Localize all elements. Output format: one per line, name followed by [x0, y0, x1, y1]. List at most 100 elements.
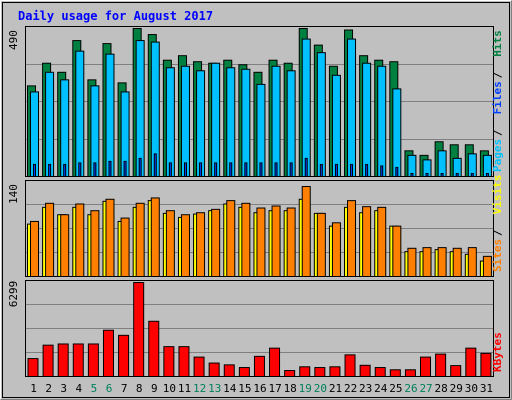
x-axis-day-labels: 1 2 3 4 5 6 7 8 9 10 11 12 13 14 15 16 17 18 19 20 21 22 23 24 2…	[30, 382, 493, 395]
legend-separator: /	[491, 71, 504, 78]
bar-kbytes	[465, 347, 477, 378]
bar-sites	[226, 200, 236, 277]
bar-sites	[331, 222, 341, 278]
bar-sites	[180, 214, 190, 278]
x-tick-label: 12	[193, 382, 206, 395]
bar-files	[271, 65, 281, 177]
bar-pages	[168, 162, 172, 177]
bar-pages	[138, 157, 142, 177]
bar-files	[331, 74, 341, 177]
bar-pages	[425, 172, 429, 178]
x-tick-label: 27	[419, 382, 432, 395]
x-tick-label: 14	[223, 382, 237, 395]
bar-files	[347, 38, 357, 178]
bar-kbytes	[420, 356, 432, 378]
bar-sites	[30, 220, 39, 277]
x-tick-label: 11	[178, 382, 191, 395]
bar-sites	[301, 186, 311, 277]
bar-kbytes	[284, 370, 296, 377]
bar-pages	[350, 163, 354, 177]
bar-pages	[410, 172, 414, 178]
bar-sites	[60, 214, 70, 278]
x-tick-label: 23	[359, 382, 372, 395]
bar-files	[301, 38, 311, 178]
bar-pages	[289, 162, 293, 177]
x-tick-label: 10	[163, 382, 176, 395]
bar-files	[226, 67, 236, 177]
x-tick-label: 20	[314, 382, 327, 395]
x-tick-label: 16	[253, 382, 266, 395]
bar-kbytes	[148, 320, 160, 377]
bar-pages	[123, 160, 127, 178]
legend-separator: /	[491, 229, 504, 236]
bar-kbytes	[72, 343, 84, 378]
bar-kbytes	[42, 344, 54, 377]
bar-kbytes	[404, 369, 416, 377]
bar-files	[135, 40, 145, 177]
legend-sites: Sites	[491, 239, 504, 272]
x-tick-label: 26	[404, 382, 417, 395]
bar-sites	[377, 206, 387, 277]
x-tick-label: 6	[106, 382, 113, 395]
bar-pages	[440, 172, 444, 178]
bar-kbytes	[314, 367, 326, 378]
legend-hits: Hits	[491, 30, 504, 57]
bar-pages	[199, 162, 203, 177]
bar-sites	[437, 247, 447, 277]
x-tick-label: 31	[480, 382, 493, 395]
bar-sites	[45, 202, 55, 277]
panel-hits-files-pages: 490 Pages / Files / Hits	[7, 26, 504, 178]
bar-sites	[165, 210, 175, 277]
bar-pages	[485, 172, 489, 178]
bar-sites	[90, 210, 100, 277]
x-tick-label: 24	[374, 382, 388, 395]
bar-pages	[108, 160, 112, 178]
x-tick-label: 3	[60, 382, 67, 395]
bar-kbytes	[435, 353, 447, 378]
x-tick-label: 5	[91, 382, 98, 395]
bar-files	[165, 67, 175, 177]
bar-sites	[75, 203, 85, 277]
x-tick-label: 4	[76, 382, 83, 395]
bar-pages	[93, 162, 97, 177]
x-tick-label: 25	[389, 382, 402, 395]
bar-files	[362, 62, 372, 177]
y-max-label: 6299	[7, 281, 20, 308]
bar-kbytes	[223, 364, 235, 377]
x-tick-label: 15	[238, 382, 251, 395]
x-tick-label: 13	[208, 382, 221, 395]
bar-pages	[470, 172, 474, 178]
bar-pages	[319, 163, 323, 177]
bar-pages	[334, 163, 338, 177]
bar-kbytes	[208, 362, 220, 378]
bar-pages	[274, 162, 278, 177]
bar-sites	[392, 225, 402, 277]
bar-sites	[105, 198, 115, 278]
bar-sites	[271, 205, 281, 277]
x-tick-label: 22	[344, 382, 357, 395]
y-max-label: 140	[7, 184, 20, 204]
x-tick-label: 21	[329, 382, 342, 395]
bar-pages	[229, 162, 233, 177]
bar-files	[30, 91, 39, 177]
bar-files	[316, 52, 326, 177]
bar-pages	[395, 166, 399, 178]
bar-sites	[211, 208, 221, 278]
bar-files	[241, 68, 251, 177]
bar-files	[286, 70, 296, 177]
bar-pages	[365, 163, 369, 177]
chart-title: Daily usage for August 2017	[18, 9, 213, 23]
x-tick-label: 8	[136, 382, 143, 395]
bar-kbytes	[133, 282, 145, 377]
x-tick-label: 30	[465, 382, 478, 395]
bar-kbytes	[193, 356, 205, 378]
bar-kbytes	[178, 346, 190, 377]
bar-pages	[244, 162, 248, 177]
bar-files	[60, 79, 70, 177]
bar-sites	[120, 217, 130, 277]
bar-files	[196, 70, 206, 177]
bar-pages	[78, 162, 82, 177]
bar-sites	[482, 255, 492, 278]
